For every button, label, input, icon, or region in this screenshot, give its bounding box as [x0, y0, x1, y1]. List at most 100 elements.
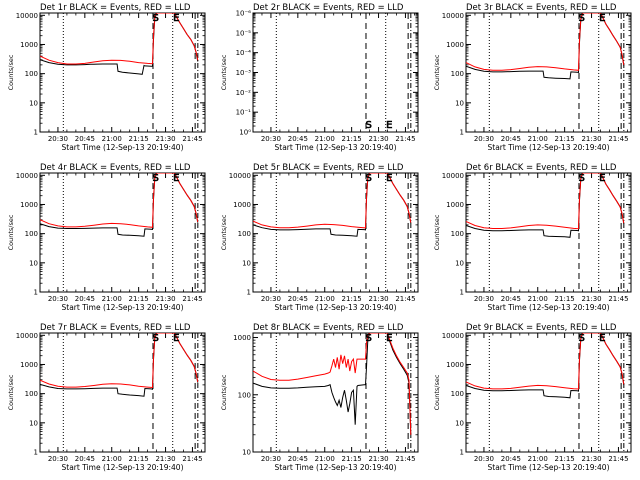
- y-tick-label: 10⁰: [239, 129, 251, 137]
- x-tick-label: 21:00: [102, 135, 122, 143]
- series-line-lld: [253, 333, 412, 435]
- plot-frame: [465, 172, 632, 293]
- y-tick-label: 100: [451, 390, 464, 398]
- plot-frame: [252, 172, 419, 293]
- panel-title: Det 1r BLACK = Events, RED = LLD: [40, 3, 191, 13]
- x-tick-label: 21:15: [342, 295, 362, 303]
- x-tick-label: 21:15: [342, 455, 362, 463]
- x-tick-label: 20:30: [48, 295, 68, 303]
- y-tick-label: 10: [455, 419, 464, 427]
- panel-title: Det 2r BLACK = Events, RED = LLD: [253, 3, 404, 13]
- y-tick-label: 100: [25, 230, 38, 238]
- y-tick-label: 1: [34, 129, 38, 137]
- y-tick-label: 1000: [233, 334, 251, 342]
- x-tick-label: 21:15: [129, 295, 149, 303]
- x-tick-label: 21:15: [555, 455, 575, 463]
- x-tick-label: 21:45: [395, 295, 415, 303]
- y-tick-label: 10⁻⁶: [236, 10, 252, 18]
- flag-s: S: [365, 120, 371, 131]
- y-tick-label: 100: [25, 70, 38, 78]
- x-tick-label: 21:00: [528, 295, 548, 303]
- panel-title: Det 3r BLACK = Events, RED = LLD: [466, 3, 617, 13]
- y-tick-label: 100: [451, 230, 464, 238]
- panel-9: Det 9r BLACK = Events, RED = LLD 1 10 100 10…: [433, 323, 632, 472]
- x-tick-label: 21:30: [155, 295, 175, 303]
- plot-frame: [465, 12, 632, 133]
- flag-e: E: [386, 333, 392, 344]
- y-tick-label: 1000: [20, 361, 38, 369]
- y-tick-label: 10000: [16, 172, 38, 180]
- y-tick-label: 10000: [16, 12, 38, 20]
- y-tick-label: 10000: [442, 12, 464, 20]
- y-tick-label: 1000: [233, 201, 251, 209]
- flag-e: E: [386, 173, 392, 184]
- x-tick-label: 21:00: [315, 455, 335, 463]
- y-tick-label: 1000: [20, 201, 38, 209]
- plot-frame: [465, 332, 632, 453]
- y-axis-label: Counts/sec: [220, 374, 228, 410]
- flag-e: E: [599, 13, 605, 24]
- plot-frame: [252, 332, 419, 453]
- y-tick-label: 100: [238, 391, 251, 399]
- x-tick-label: 20:45: [288, 135, 308, 143]
- flag-e: E: [173, 13, 179, 24]
- y-tick-label: 100: [238, 230, 251, 238]
- x-tick-label: 21:30: [155, 455, 175, 463]
- flag-e: E: [386, 120, 392, 131]
- x-tick-label: 21:45: [608, 135, 628, 143]
- x-tick-label: 20:45: [288, 295, 308, 303]
- series-line-lld: [466, 13, 625, 71]
- x-axis-label: Start Time (12-Sep-13 20:19:40): [488, 303, 610, 312]
- panel-5: Det 5r BLACK = Events, RED = LLD 1 10 100 10…: [220, 163, 419, 312]
- x-tick-label: 21:00: [315, 135, 335, 143]
- x-tick-label: 20:30: [474, 295, 494, 303]
- panel-3: Det 3r BLACK = Events, RED = LLD 1 10 100 10…: [433, 3, 632, 152]
- y-tick-label: 10: [29, 259, 38, 267]
- x-tick-label: 21:45: [182, 455, 202, 463]
- y-tick-label: 1: [460, 289, 464, 297]
- y-tick-label: 10000: [16, 332, 38, 340]
- y-axis-label: Counts/sec: [7, 374, 15, 410]
- series-line-lld: [253, 173, 412, 229]
- x-tick-label: 20:45: [75, 295, 95, 303]
- flag-s: S: [152, 333, 158, 344]
- y-axis-label: Counts/sec: [7, 214, 15, 250]
- y-axis-label: Counts/sec: [433, 54, 441, 90]
- panel-2: Det 2r BLACK = Events, RED = LLD 10⁰ 10⁻¹ 1…: [220, 3, 419, 152]
- x-tick-label: 21:00: [102, 455, 122, 463]
- x-tick-label: 21:30: [368, 295, 388, 303]
- y-tick-label: 1000: [20, 41, 38, 49]
- y-tick-label: 10: [29, 419, 38, 427]
- plot-frame: [39, 172, 206, 293]
- y-tick-label: 10⁻⁵: [236, 29, 252, 37]
- x-tick-label: 21:00: [315, 295, 335, 303]
- x-tick-label: 20:45: [75, 455, 95, 463]
- y-tick-label: 1: [34, 449, 38, 457]
- x-tick-label: 21:15: [555, 135, 575, 143]
- flag-e: E: [173, 173, 179, 184]
- panel-title: Det 4r BLACK = Events, RED = LLD: [40, 163, 191, 173]
- y-axis-label: Counts/sec: [433, 214, 441, 250]
- y-tick-label: 1000: [446, 201, 464, 209]
- series-line-events: [253, 333, 412, 435]
- x-tick-label: 20:30: [474, 135, 494, 143]
- y-tick-label: 1000: [446, 41, 464, 49]
- flag-s: S: [578, 333, 584, 344]
- panel-6: Det 6r BLACK = Events, RED = LLD 1 10 100 10…: [433, 163, 632, 312]
- x-tick-label: 21:00: [528, 135, 548, 143]
- y-tick-label: 100: [451, 70, 464, 78]
- panel-1: Det 1r BLACK = Events, RED = LLD 1 10 100 10…: [7, 3, 206, 152]
- x-tick-label: 21:45: [182, 295, 202, 303]
- y-tick-label: 1000: [446, 361, 464, 369]
- series-line-lld: [40, 173, 199, 228]
- plot-frame: [39, 332, 206, 453]
- y-tick-label: 10: [455, 259, 464, 267]
- y-tick-label: 10000: [229, 172, 251, 180]
- y-tick-label: 10: [455, 99, 464, 107]
- x-tick-label: 20:45: [501, 135, 521, 143]
- y-tick-label: 100: [25, 390, 38, 398]
- x-tick-label: 21:15: [342, 135, 362, 143]
- y-tick-label: 10⁻¹: [236, 109, 252, 117]
- flag-e: E: [599, 333, 605, 344]
